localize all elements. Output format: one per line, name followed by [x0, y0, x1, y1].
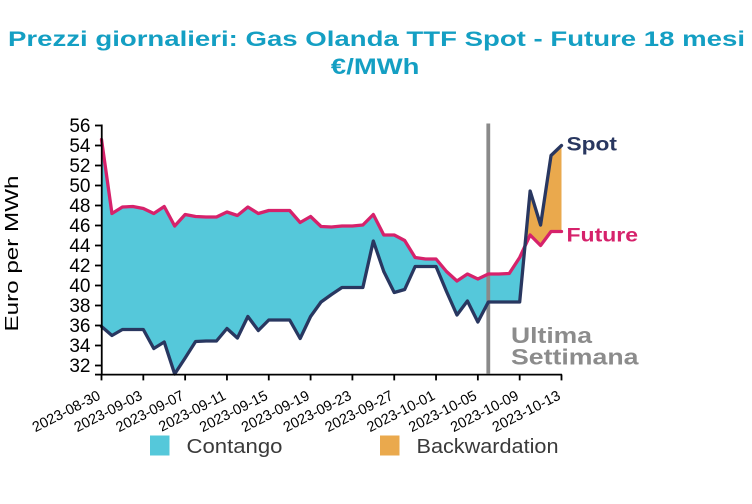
- svg-text:36: 36: [69, 316, 90, 337]
- svg-text:40: 40: [69, 276, 90, 297]
- svg-text:38: 38: [69, 296, 90, 317]
- svg-text:Prezzi giornalieri: Gas Olanda: Prezzi giornalieri: Gas Olanda TTF Spot …: [8, 27, 745, 51]
- svg-text:Spot: Spot: [567, 135, 618, 156]
- svg-text:32: 32: [69, 356, 90, 377]
- svg-text:44: 44: [69, 236, 91, 257]
- svg-text:34: 34: [69, 336, 91, 357]
- svg-text:Ultima: Ultima: [511, 323, 593, 348]
- svg-text:50: 50: [69, 176, 90, 197]
- svg-text:54: 54: [69, 136, 91, 157]
- svg-text:Future: Future: [567, 226, 639, 247]
- svg-text:46: 46: [69, 216, 90, 237]
- svg-text:52: 52: [69, 156, 90, 177]
- svg-text:Euro per MWh: Euro per MWh: [1, 176, 22, 332]
- svg-text:48: 48: [69, 196, 90, 217]
- svg-text:€/MWh: €/MWh: [331, 54, 420, 79]
- svg-text:56: 56: [69, 116, 90, 137]
- svg-text:Backwardation: Backwardation: [417, 436, 559, 458]
- svg-text:42: 42: [69, 256, 90, 277]
- svg-text:Settimana: Settimana: [511, 344, 639, 369]
- svg-text:Contango: Contango: [187, 436, 283, 458]
